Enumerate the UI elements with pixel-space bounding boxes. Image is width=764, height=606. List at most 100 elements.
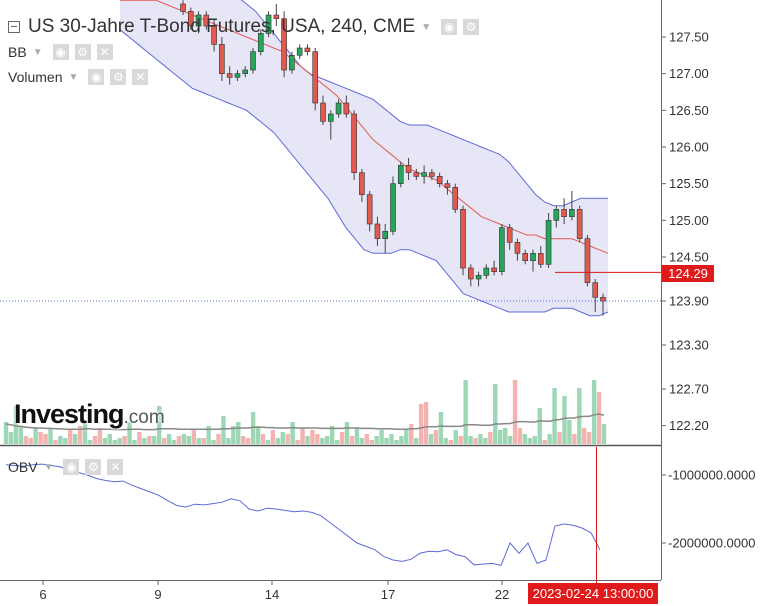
time-axis[interactable]: 6 9 14 17 22 [39,580,509,602]
candle[interactable] [211,18,217,52]
candle[interactable] [436,172,443,188]
candle[interactable] [343,95,350,118]
candle-body[interactable] [296,47,303,56]
close-icon[interactable]: ✕ [96,44,113,60]
candle[interactable] [405,158,412,180]
candle[interactable] [506,224,513,250]
dropdown-caret-icon[interactable]: ▼ [32,46,43,58]
candle[interactable] [537,246,544,268]
candle[interactable] [242,66,249,78]
candle[interactable] [234,70,241,81]
candle-body[interactable] [211,25,217,45]
gear-icon[interactable]: ⚙ [74,44,91,60]
candle[interactable] [530,249,536,272]
candle-body[interactable] [312,51,319,104]
candle-body[interactable] [335,102,342,115]
candle[interactable] [561,198,567,224]
candle[interactable] [397,161,404,188]
candle[interactable] [359,169,365,202]
candle-body[interactable] [257,33,264,52]
candle-body[interactable] [545,220,552,265]
candle[interactable] [452,183,459,213]
candle[interactable] [460,205,466,276]
candle-body[interactable] [584,238,591,283]
candle-body[interactable] [499,227,505,272]
candle[interactable] [180,0,186,15]
candle-body[interactable] [351,113,357,173]
candle-body[interactable] [405,165,412,173]
candle-body[interactable] [569,209,575,217]
candle-body[interactable] [250,51,256,71]
candle[interactable] [203,11,210,30]
candle-body[interactable] [234,73,241,78]
candle-body[interactable] [475,275,482,280]
candle[interactable] [289,51,295,74]
candle-body[interactable] [444,183,451,188]
close-icon[interactable]: ✕ [107,459,124,475]
close-icon[interactable]: ✕ [132,69,149,85]
candle-body[interactable] [304,47,311,52]
candle[interactable] [296,44,303,59]
candle-body[interactable] [436,176,443,184]
candle[interactable] [444,180,451,195]
candle[interactable] [545,213,552,268]
candle[interactable] [483,264,490,279]
candle-body[interactable] [506,227,513,243]
candle[interactable] [219,37,225,81]
candle-body[interactable] [195,14,202,27]
obv-pane[interactable] [5,463,601,566]
candle[interactable] [304,44,311,56]
candle[interactable] [265,11,272,37]
price-axis[interactable]: 127.50 127.00 126.50 126.00 125.50 125.00 124.… [661,30,709,434]
candle-body[interactable] [327,113,334,122]
collapse-icon[interactable] [8,21,20,33]
candle[interactable] [499,224,505,276]
candle-body[interactable] [514,242,521,254]
dropdown-caret-icon[interactable]: ▼ [421,21,432,33]
candle-body[interactable] [421,172,427,177]
candle-body[interactable] [203,14,210,27]
eye-icon[interactable]: ◉ [441,19,458,35]
candle-body[interactable] [320,102,326,122]
gear-icon[interactable]: ⚙ [463,19,480,35]
candle-body[interactable] [226,73,233,78]
candle-body[interactable] [561,209,567,217]
candle[interactable] [429,169,435,180]
candle[interactable] [366,191,373,232]
candle-body[interactable] [219,44,225,74]
candle[interactable] [514,238,521,261]
candle-body[interactable] [273,14,280,19]
candle[interactable] [569,191,575,221]
candle-body[interactable] [343,102,350,115]
candle-body[interactable] [187,11,194,27]
candle-body[interactable] [460,209,466,269]
candle[interactable] [491,260,497,276]
candle[interactable] [250,48,256,74]
candle[interactable] [327,110,334,140]
candle[interactable] [226,66,233,85]
candle[interactable] [475,271,482,287]
candle[interactable] [187,7,194,30]
candle[interactable] [553,205,560,228]
candle[interactable] [413,169,420,180]
dropdown-caret-icon[interactable]: ▼ [43,461,54,473]
candle-body[interactable] [359,172,365,195]
candle-body[interactable] [289,55,295,71]
candle[interactable] [351,110,357,180]
candle-body[interactable] [242,69,249,74]
candle-body[interactable] [600,297,606,302]
candle[interactable] [421,165,427,184]
candle-body[interactable] [522,253,529,261]
candle[interactable] [382,224,389,254]
candle-body[interactable] [452,187,459,210]
obv-axis[interactable]: -1000000.0000 -2000000.0000 [661,468,755,551]
candle[interactable] [467,264,474,287]
indicator-obv-label[interactable]: OBV [8,459,38,475]
candle-body[interactable] [413,172,420,177]
candle[interactable] [195,11,202,34]
candle-body[interactable] [576,209,583,239]
candle[interactable] [320,95,326,125]
gear-icon[interactable]: ⚙ [85,459,102,475]
candle-body[interactable] [374,223,381,239]
candle-body[interactable] [397,165,404,184]
